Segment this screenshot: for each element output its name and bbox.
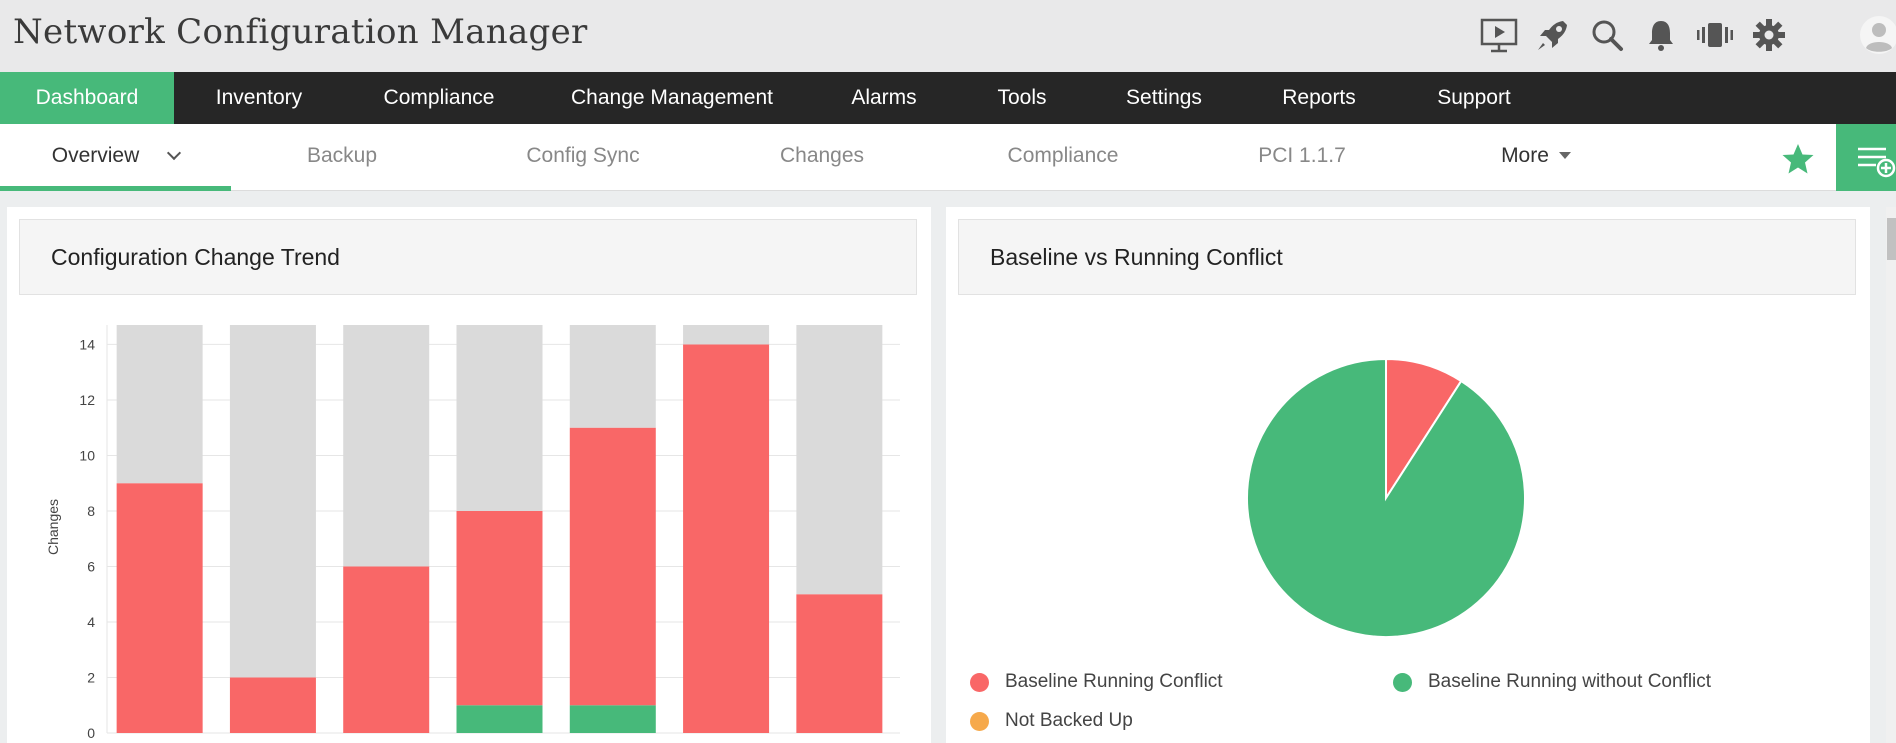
nav-dashboard[interactable]: Dashboard [0, 72, 174, 124]
subnav-pci[interactable]: PCI 1.1.7 [1258, 144, 1346, 167]
bar-segment[interactable] [343, 566, 430, 733]
legend-item-not-backed-up[interactable]: Not Backed Up [970, 708, 1133, 734]
legend-label: Baseline Running Conflict [1005, 671, 1223, 692]
panel-title: Baseline vs Running Conflict [990, 244, 1283, 270]
legend-dot [970, 672, 989, 692]
panel-header: Baseline vs Running Conflict [958, 219, 1856, 295]
legend-label: Baseline Running without Conflict [1428, 671, 1712, 692]
user-avatar-icon[interactable] [1856, 12, 1896, 58]
legend-item-no-conflict[interactable]: Baseline Running without Conflict [1393, 669, 1711, 695]
y-tick-label: 2 [87, 669, 95, 685]
vibrate-icon[interactable] [1692, 12, 1738, 58]
bar-segment[interactable] [456, 510, 543, 706]
y-tick-label: 12 [79, 392, 95, 408]
caret-down-icon [1558, 152, 1571, 159]
subnav-more-label: More [1501, 144, 1549, 167]
baseline-conflict-panel: Baseline vs Running Conflict Baseline Ru… [946, 207, 1870, 743]
bar-segment[interactable] [569, 325, 656, 428]
bar-segment[interactable] [343, 325, 430, 567]
pie-slice[interactable] [1385, 357, 1463, 502]
bar-segment[interactable] [456, 325, 543, 511]
subnav-more[interactable]: More [1476, 124, 1596, 191]
nav-alarms[interactable]: Alarms [851, 86, 917, 109]
scrollbar-thumb[interactable] [1887, 218, 1896, 260]
bar-segment[interactable] [796, 594, 883, 733]
y-tick-label: 14 [79, 336, 95, 352]
subnav-overview[interactable]: Overview [0, 124, 231, 191]
nav-compliance[interactable]: Compliance [383, 86, 495, 109]
subnav-compliance[interactable]: Compliance [1007, 144, 1119, 167]
subnav-changes[interactable]: Changes [779, 144, 865, 167]
panel-title: Configuration Change Trend [51, 244, 340, 270]
bar-segment[interactable] [116, 483, 203, 733]
legend-item-conflict[interactable]: Baseline Running Conflict [970, 669, 1223, 695]
nav-tools[interactable]: Tools [997, 86, 1047, 109]
bar-segment[interactable] [229, 325, 316, 678]
panel-header: Configuration Change Trend [19, 219, 917, 295]
bar-segment[interactable] [456, 705, 543, 733]
bar-segment[interactable] [796, 325, 883, 595]
presentation-icon[interactable] [1476, 12, 1522, 58]
change-trend-bar-chart: 02468101214Changes05-10-201806-10-201807… [45, 325, 900, 743]
legend-label: Not Backed Up [1005, 710, 1133, 731]
main-nav: Dashboard Inventory Compliance Change Ma… [0, 72, 1896, 124]
search-icon[interactable] [1584, 12, 1630, 58]
list-add-icon [1858, 147, 1896, 178]
bar-segment[interactable] [229, 677, 316, 733]
y-tick-label: 8 [87, 503, 95, 519]
nav-support[interactable]: Support [1437, 86, 1511, 109]
y-tick-label: 10 [79, 447, 95, 463]
gear-icon[interactable] [1746, 12, 1792, 58]
bar-segment[interactable] [683, 325, 770, 345]
conflict-pie-chart [1246, 357, 1526, 638]
rocket-icon[interactable] [1530, 12, 1576, 58]
sub-nav: Overview Backup Config Sync Changes Comp… [0, 124, 1896, 191]
legend-dot [1393, 672, 1412, 692]
y-tick-label: 0 [87, 725, 95, 741]
bar-segment[interactable] [569, 705, 656, 733]
bar-segment[interactable] [116, 325, 203, 484]
bar-segment[interactable] [683, 344, 770, 733]
app-title: Network Configuration Manager [13, 12, 588, 52]
legend-dot [970, 711, 989, 731]
scrollbar-track[interactable] [1886, 207, 1896, 743]
bell-icon[interactable] [1638, 12, 1684, 58]
favorite-star-icon[interactable] [1780, 141, 1816, 177]
y-tick-label: 4 [87, 614, 95, 630]
y-axis-label: Changes [45, 499, 61, 555]
y-tick-label: 6 [87, 558, 95, 574]
subnav-config-sync[interactable]: Config Sync [526, 144, 640, 167]
nav-inventory[interactable]: Inventory [215, 86, 303, 109]
config-change-trend-panel: Configuration Change Trend 0 2 4 6 8 10 12 14 Ch… [7, 207, 931, 743]
app-header: Network Configuration Manager [0, 0, 1896, 72]
chevron-down-icon[interactable] [167, 145, 182, 161]
nav-settings[interactable]: Settings [1126, 86, 1202, 109]
pie-slice[interactable] [1246, 357, 1526, 638]
bar-segment[interactable] [569, 427, 656, 706]
add-widget-button[interactable] [1836, 124, 1896, 191]
subnav-backup[interactable]: Backup [306, 144, 378, 167]
nav-change-management[interactable]: Change Management [571, 86, 773, 109]
nav-reports[interactable]: Reports [1282, 86, 1356, 109]
subnav-overview-label: Overview [51, 144, 140, 167]
header-toolbar [1470, 12, 1896, 58]
